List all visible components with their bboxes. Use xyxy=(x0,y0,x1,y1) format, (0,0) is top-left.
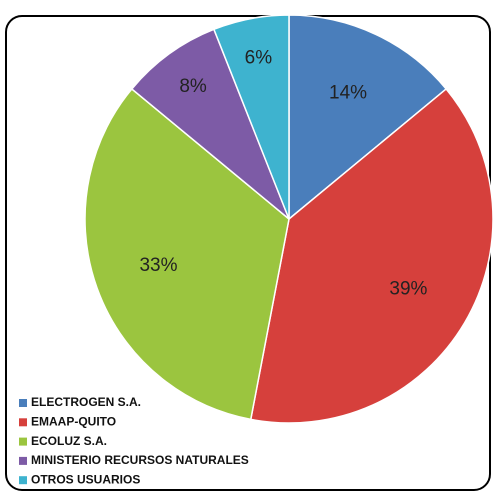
legend-swatch xyxy=(19,418,27,427)
legend-swatch xyxy=(19,476,27,485)
legend-swatch xyxy=(19,399,27,407)
slice-label: 39% xyxy=(389,279,427,300)
legend-label: MINISTERIO RECURSOS NATURALES xyxy=(31,453,249,467)
legend-swatch xyxy=(19,456,27,465)
legend-swatch xyxy=(19,437,27,446)
pie-slice xyxy=(84,87,290,421)
pie-slice xyxy=(212,14,290,220)
slice-label: 6% xyxy=(245,48,273,69)
pie-slice xyxy=(249,87,494,424)
legend-label: ECOLUZ S.A. xyxy=(31,434,107,448)
legend-label: OTROS USUARIOS xyxy=(31,472,140,486)
slice-label: 8% xyxy=(179,76,207,97)
legend-label: ELECTROGEN S.A. xyxy=(31,395,141,409)
pie-slice xyxy=(130,28,290,220)
slice-label: 14% xyxy=(329,82,367,103)
slice-label: 33% xyxy=(139,255,177,276)
pie-slice xyxy=(288,14,448,221)
legend-label: EMAAP-QUITO xyxy=(31,414,116,428)
